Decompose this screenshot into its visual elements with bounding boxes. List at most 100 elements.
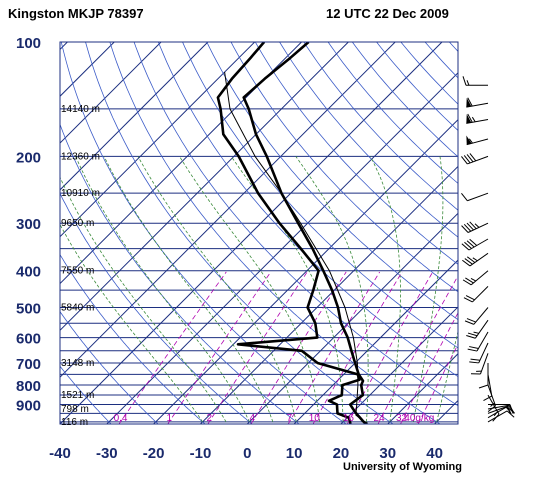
dry-adiabat-line [206,42,458,321]
station-title: Kingston MKJP 78397 [8,6,144,21]
parcel-path-line [224,72,368,424]
sounding-profiles [216,42,368,424]
dry-adiabat-line [230,42,458,293]
height-label: 5840 m [61,303,94,314]
wind-barb-flag [464,320,475,325]
isotherm-line [340,306,458,424]
pressure-tick-label: 400 [16,264,41,281]
wind-barb-flag [466,256,476,263]
wind-barb-staff [466,138,489,146]
height-label: 116 m [61,417,88,428]
dry-adiabat-line [85,42,394,424]
wind-barb [461,238,489,251]
isotherm-line [200,165,458,424]
wind-barb-staff [487,404,510,410]
wind-barb-flag [506,406,515,414]
moist-adiabat-line [412,156,444,422]
wind-barb-staff [487,384,496,406]
wind-barb-flag [461,225,469,233]
mixing-ratio-line [167,271,272,424]
wind-barb-flag [464,258,473,265]
moist-adiabat-line [137,156,297,422]
wind-barb-half-flag [466,80,470,86]
wind-barb-staff [487,406,508,419]
mixing-ratio-line [417,343,458,424]
temperature-tick-label: 0 [243,445,251,462]
moist-adiabat-line [60,223,203,423]
wind-barb-pennant [466,114,472,124]
wind-barb-staff [467,222,489,233]
pressure-tick-label: 200 [16,149,41,166]
moist-adiabat-line [60,176,227,423]
mixing-ratio-label: 2 [206,413,212,424]
isotherm-line [60,42,209,191]
height-label: 3148 m [61,358,94,369]
wind-barb-flag [462,76,467,86]
dewpoint-line [216,42,361,424]
wind-barb-half-flag [473,331,479,334]
wind-barb-flag [469,361,479,364]
pressure-tick-label: 700 [16,356,41,373]
moist-adiabat-line [370,156,401,422]
wind-barb-flag [469,153,477,162]
wind-barb [466,113,489,124]
moist-adiabat-line [179,156,321,422]
wind-barb-flag [462,259,471,267]
dry-adiabat-line [109,42,441,424]
pressure-tick-label: 600 [16,331,41,348]
isotherm-line [60,42,349,332]
wind-barb-flag [464,241,472,249]
wind-barb-flag [469,221,477,230]
wind-barb [487,410,515,423]
height-label: 9650 m [61,218,94,229]
mixing-ratio-line [377,275,458,424]
temperature-tick-label: -10 [190,445,212,462]
mixing-ratio-label: 16 [343,413,355,424]
wind-barb-half-flag [468,138,473,144]
wind-barb-flag [469,238,478,246]
moist-adiabat-line [103,156,274,423]
wind-barb-pennant [466,135,472,145]
wind-barb-staff [468,238,489,251]
height-label: 14140 m [61,104,100,115]
wind-barb-staff [473,307,489,325]
temperature-tick-label: 40 [426,445,443,462]
height-label: 12360 m [61,151,100,162]
wind-barb [470,353,489,375]
dry-adiabat-line [60,42,347,424]
wind-barb-staff [467,155,489,165]
dry-adiabat-line [60,310,159,424]
mixing-ratio-label: 4 [250,413,256,424]
wind-barb-half-flag [474,223,480,228]
wind-barb [462,76,488,86]
wind-barb-staff [472,286,489,303]
wind-barb-flag [461,156,468,165]
isotherm-line [60,42,162,144]
wind-barb [461,192,489,202]
isotherm-line [246,212,458,424]
isotherm-line [106,72,458,424]
wind-barb-flag [467,332,478,337]
height-label: 10910 m [61,188,100,199]
wind-barb-staff [474,319,489,339]
isotherm-line [481,42,540,424]
wind-barb [462,252,489,267]
wind-barb [462,270,489,286]
mixing-ratio-line [400,312,458,424]
dry-adiabat-line [182,42,458,349]
wind-barb-staff [480,353,489,375]
wind-barb-flag [461,243,470,251]
isotherm-line [60,42,302,285]
pressure-tick-label: 900 [16,397,41,414]
isotherm-line [434,399,458,424]
dry-adiabat-line [303,42,458,211]
wind-barb-flag [463,155,471,164]
dry-adiabat-line [279,42,458,238]
dry-adiabat-line [448,42,458,52]
dry-adiabat-line [60,253,206,424]
wind-barb [467,331,489,352]
wind-barb-flag [469,346,479,349]
wind-barb-flag [466,318,476,323]
wind-barb-staff [476,331,489,352]
